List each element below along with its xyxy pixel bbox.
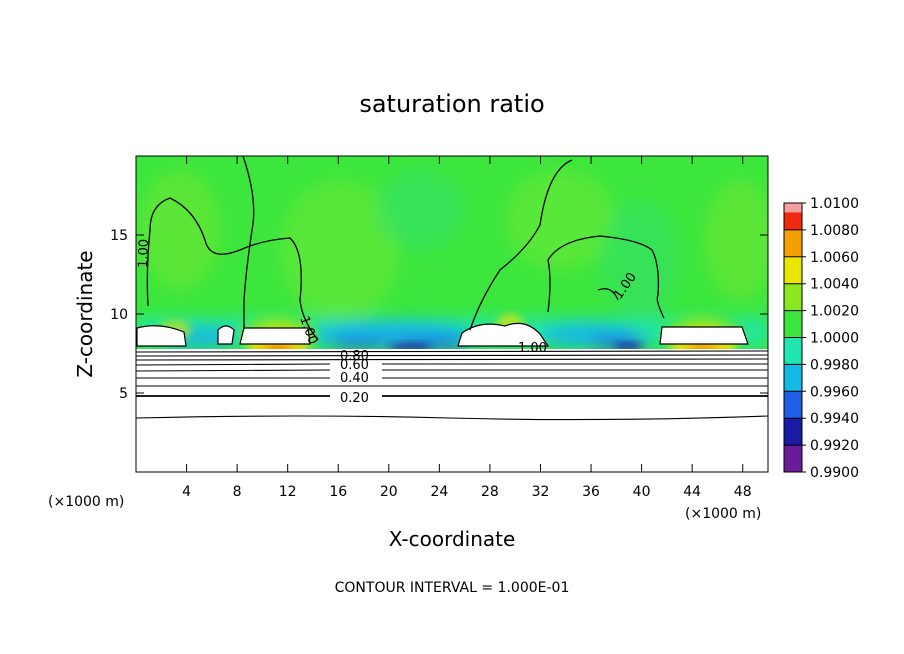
plot-area — [136, 156, 768, 472]
x-tick-label: 16 — [329, 484, 347, 500]
y-axis: 5 10 15 — [110, 228, 768, 402]
colorbar-swatch — [784, 445, 802, 472]
x-tick-label: 12 — [279, 484, 297, 500]
x-tick-label: 20 — [380, 484, 398, 500]
dark-blue-spots — [388, 343, 642, 350]
x-tick-label: 36 — [582, 484, 600, 500]
x-tick-label: 28 — [481, 484, 499, 500]
colorbar-swatch — [784, 337, 802, 365]
contour-label: 1.00 — [136, 239, 152, 268]
colorbar-label: 1.0100 — [810, 196, 859, 212]
x-tick-label: 8 — [233, 484, 242, 500]
contour-label: 0.80 — [340, 349, 369, 364]
contour-interval-note: CONTOUR INTERVAL = 1.000E-01 — [335, 580, 570, 596]
x-unit-right: (×1000 m) — [685, 506, 761, 522]
y-tick-label: 15 — [110, 228, 128, 244]
colorbar-label: 1.0080 — [810, 223, 859, 239]
colorbar-label: 0.9920 — [810, 438, 859, 454]
y-tick-label: 10 — [110, 307, 128, 323]
colorbar-label: 0.9900 — [810, 465, 859, 481]
colorbar-swatch-top — [784, 203, 802, 213]
colorbar-label: 1.0060 — [810, 250, 859, 266]
x-unit-left: (×1000 m) — [48, 494, 124, 510]
chart-title: saturation ratio — [359, 90, 544, 118]
cloud-caps — [136, 322, 749, 347]
unity-contours — [146, 156, 665, 341]
x-axis: 4 8 12 16 20 24 28 32 36 40 44 48 — [182, 156, 752, 500]
lower-contours — [136, 350, 768, 421]
colorbar-label: 1.0020 — [810, 304, 859, 320]
x-tick-label: 48 — [734, 484, 752, 500]
colorbar-label: 1.0040 — [810, 277, 859, 293]
colorbar-label: 0.9960 — [810, 384, 859, 400]
y-axis-label: Z-coordinate — [73, 250, 97, 377]
x-tick-label: 4 — [182, 484, 191, 500]
x-axis-label: X-coordinate — [389, 527, 516, 551]
x-tick-label: 32 — [532, 484, 550, 500]
x-tick-label: 24 — [430, 484, 448, 500]
colorbar-label: 1.0000 — [810, 331, 859, 347]
contour-label: 0.20 — [340, 391, 369, 406]
x-tick-label: 40 — [633, 484, 651, 500]
colorbar-swatch — [784, 229, 802, 257]
contour-label: 1.00 — [518, 341, 547, 356]
colorbar-swatch — [784, 418, 802, 446]
colorbar-label: 0.9980 — [810, 357, 859, 373]
lower-region — [136, 349, 768, 472]
colorbar: 0.9900 0.9920 0.9940 0.9960 0.9980 1.0000 1.00… — [783, 196, 859, 481]
colorbar-label: 0.9940 — [810, 411, 859, 427]
x-tick-label: 44 — [683, 484, 701, 500]
contour-label: 0.40 — [340, 371, 369, 386]
colorbar-swatch — [784, 256, 802, 284]
y-tick-label: 5 — [119, 386, 128, 402]
colorbar-swatch — [784, 391, 802, 419]
colorbar-swatch — [784, 310, 802, 338]
contour-label: 0.60 — [340, 358, 369, 373]
colorbar-swatch — [784, 283, 802, 311]
colorbar-swatch — [784, 364, 802, 392]
